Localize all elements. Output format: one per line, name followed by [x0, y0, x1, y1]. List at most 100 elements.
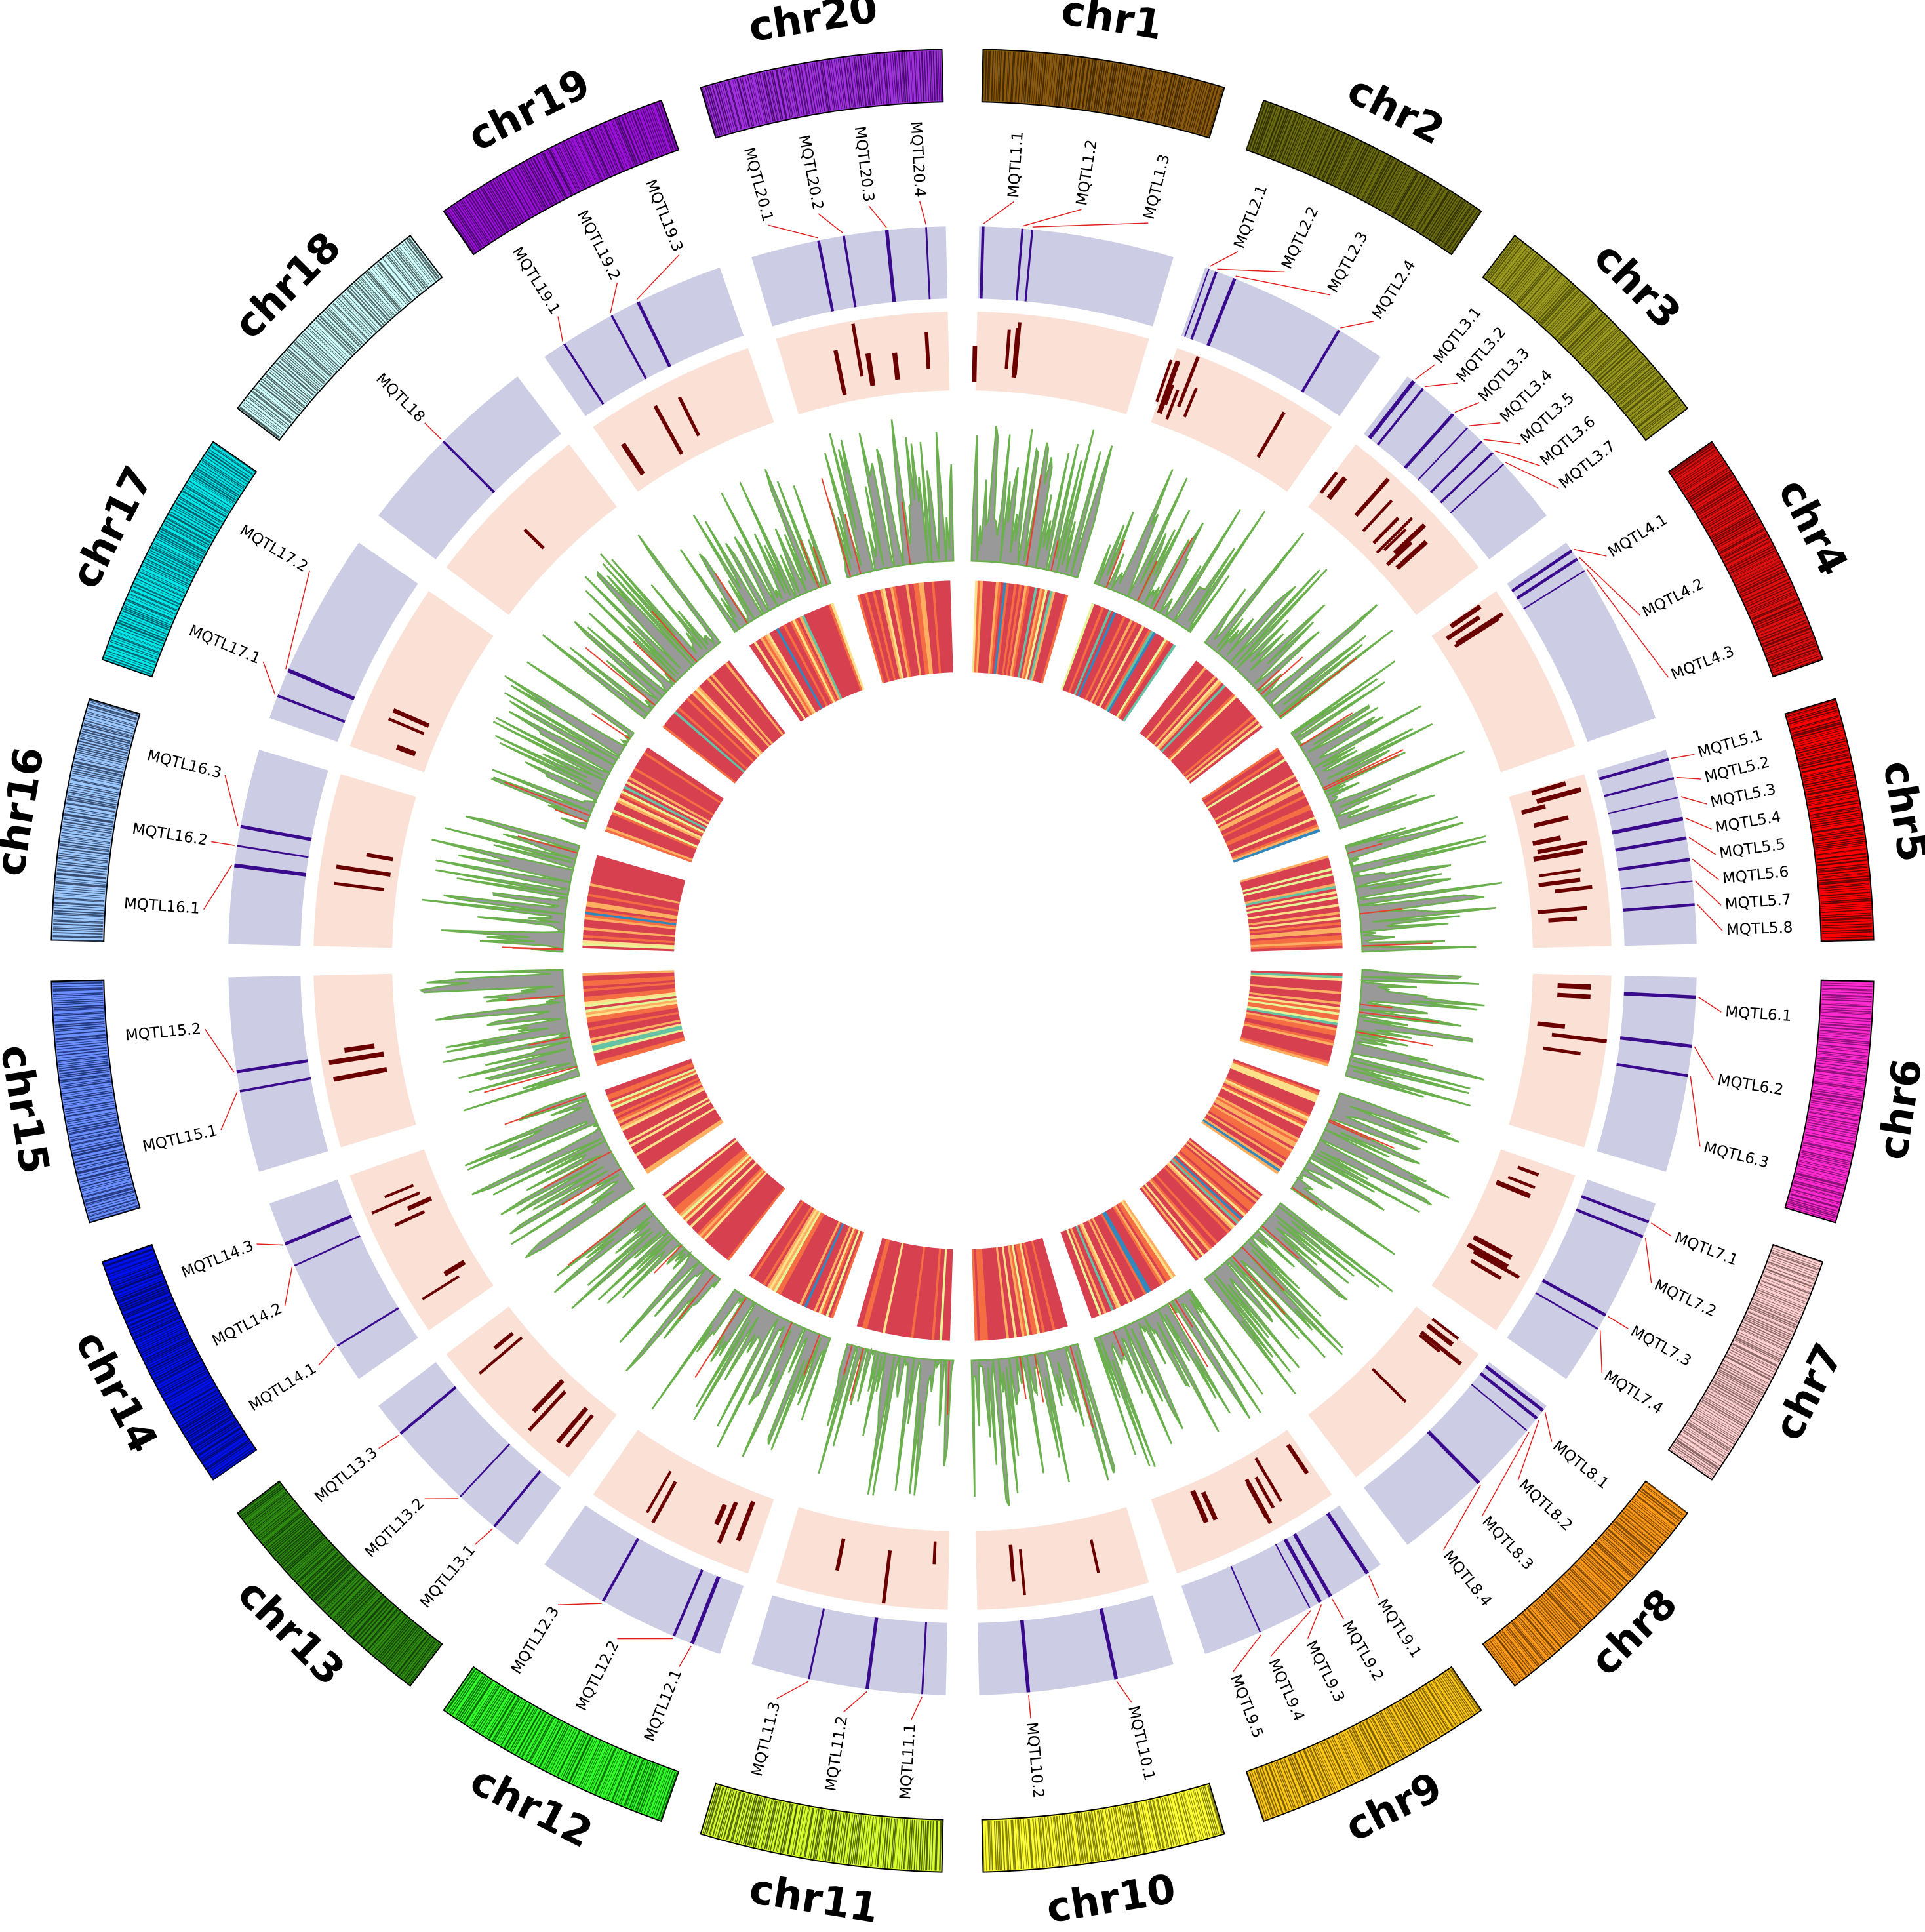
qtl-label: MQTL20.4	[907, 121, 928, 197]
qtl-label: MQTL6.2	[1717, 1072, 1785, 1099]
qtl-label: MQTL9.5	[1227, 1672, 1266, 1741]
qtl-leader-line	[205, 1029, 234, 1072]
histogram-chr16	[422, 816, 579, 952]
qtl-leader-line	[211, 842, 235, 846]
qtl-label: MQTL17.1	[186, 622, 263, 668]
qtl-label: MQTL6.1	[1724, 1003, 1792, 1025]
qtl-leader-line	[1677, 778, 1701, 779]
qtl-label: MQTL5.4	[1714, 808, 1782, 836]
peak-mark	[974, 346, 975, 382]
histogram-chr19	[681, 469, 831, 632]
qtl-label: MQTL1.2	[1073, 138, 1101, 207]
qtl-label: MQTL10.1	[1124, 1704, 1158, 1782]
chromosome-label-chr20: chr20	[745, 0, 881, 51]
qtl-label: MQTL2.4	[1369, 257, 1419, 322]
qtl-leader-line	[1694, 1047, 1713, 1080]
qtl-leader-line	[1425, 383, 1458, 386]
qtl-label: MQTL12.3	[508, 1603, 563, 1677]
qtl-leader-line	[1646, 1238, 1652, 1283]
qtl-label: MQTL4.2	[1640, 576, 1707, 621]
histogram-chr5	[1345, 817, 1502, 952]
qtl-label: MQTL19.2	[574, 208, 624, 283]
qtl-label: MQTL11.2	[822, 1714, 851, 1792]
peak-track-segment-chr16	[313, 775, 416, 948]
qtl-leader-line	[818, 214, 843, 233]
qtl-label: MQTL7.4	[1601, 1367, 1666, 1418]
qtl-label: MQTL15.1	[141, 1122, 219, 1156]
qtl-leader-line	[1545, 1412, 1552, 1441]
peak-mark	[934, 1542, 936, 1565]
peak-mark	[1557, 995, 1591, 997]
histogram-chr12	[652, 1290, 831, 1457]
histogram-chr6	[1345, 970, 1484, 1106]
qtl-leader-line	[1117, 1681, 1132, 1702]
qtl-leader-line	[869, 206, 886, 228]
qtl-mark	[981, 226, 983, 298]
peak-mark	[926, 332, 928, 369]
peak-track-segment-chr10	[976, 1507, 1149, 1609]
qtl-track-segment-chr15	[228, 976, 328, 1172]
peak-track-segment-chr20	[776, 312, 950, 414]
qtl-label: MQTL5.5	[1718, 835, 1787, 862]
chromosome-label-chr15: chr15	[0, 1041, 59, 1177]
qtl-label: MQTL6.3	[1702, 1139, 1771, 1172]
chromosome-ideogram-ring	[51, 49, 1873, 1872]
peak-track	[313, 312, 1611, 1609]
qtl-label: MQTL9.3	[1302, 1638, 1347, 1705]
qtl-leader-line	[1308, 1605, 1322, 1639]
chromosome-band-chr2	[1246, 100, 1481, 254]
qtl-leader-line	[475, 1529, 492, 1544]
qtl-label: MQTL5.3	[1709, 781, 1777, 811]
qtl-label: MQTL13.1	[417, 1542, 479, 1611]
qtl-label: MQTL12.1	[641, 1667, 685, 1744]
qtl-leader-line	[1369, 1576, 1379, 1598]
qtl-leader-line	[221, 1092, 237, 1130]
qtl-leader-line	[1023, 209, 1082, 226]
qtl-leader-line	[425, 423, 441, 439]
chromosome-label-chr10: chr10	[1043, 1864, 1179, 1929]
qtl-label: MQTL16.2	[131, 820, 209, 849]
qtl-label: MQTL9.4	[1265, 1656, 1307, 1723]
qtl-label: MQTL1.3	[1141, 153, 1174, 222]
qtl-leader-line	[1210, 252, 1238, 266]
qtl-label: MQTL7.3	[1628, 1323, 1694, 1370]
qtl-leader-line	[1681, 797, 1707, 804]
qtl-position-track	[228, 226, 1696, 1695]
qtl-leader-line	[1695, 881, 1721, 905]
qtl-label: MQTL20.2	[795, 134, 826, 212]
qtl-leader-line	[983, 202, 1014, 224]
histogram-chr11	[819, 1344, 954, 1495]
peak-track-segment-chr5	[1509, 775, 1611, 948]
qtl-track-segment-chr10	[978, 1595, 1174, 1695]
qtl-leader-line	[1574, 550, 1607, 556]
qtl-label: MQTL13.2	[362, 1495, 427, 1561]
qtl-leader-line	[1332, 1599, 1343, 1619]
qtl-label: MQTL2.3	[1324, 229, 1372, 295]
qtl-leader-line	[1692, 859, 1718, 879]
peak-track-segment-chr11	[776, 1507, 950, 1609]
qtl-leader-line	[225, 775, 238, 826]
chromosome-label-chr6: chr6	[1869, 1055, 1925, 1163]
qtl-leader-line	[1455, 403, 1479, 413]
qtl-label: MQTL12.2	[573, 1638, 623, 1714]
qtl-label: MQTL8.1	[1549, 1438, 1612, 1493]
qtl-leader-line	[920, 201, 926, 225]
qtl-label: MQTL8.4	[1440, 1548, 1495, 1610]
qtl-label: MQTL2.2	[1279, 204, 1322, 272]
qtl-leader-line	[1608, 1316, 1629, 1329]
qtl-label: MQTL20.3	[851, 125, 877, 203]
peak-mark	[1558, 986, 1591, 987]
qtl-leader-line	[1033, 223, 1148, 227]
qtl-label: MQTL17.2	[237, 522, 311, 576]
peak-mark	[1549, 919, 1577, 921]
qtl-leader-line	[256, 1244, 283, 1245]
peak-track-segment-chr6	[1509, 974, 1611, 1148]
peak-track-segment-chr1	[976, 312, 1149, 414]
qtl-label: MQTL5.8	[1726, 919, 1793, 938]
qtl-label: MQTL14.1	[246, 1360, 319, 1415]
qtl-label: MQTL14.2	[210, 1300, 285, 1350]
density-histogram-track	[421, 419, 1502, 1505]
qtl-leader-line	[1469, 423, 1500, 426]
